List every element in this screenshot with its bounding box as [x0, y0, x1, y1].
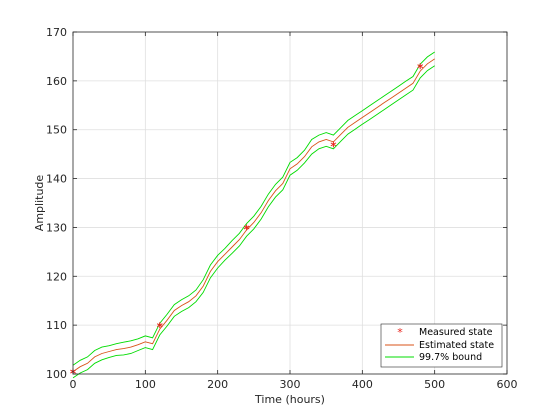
y-tick-label: 160: [46, 75, 67, 88]
bound-lower-line: [72, 65, 435, 379]
x-tick-label: 400: [352, 378, 373, 391]
y-tick-label: 150: [46, 124, 67, 137]
legend-label-measured: Measured state: [419, 327, 493, 338]
x-tick-label: 200: [207, 378, 228, 391]
y-tick-label: 100: [46, 368, 67, 381]
bound-upper-line: [72, 51, 435, 366]
x-tick-label: 100: [135, 378, 156, 391]
legend: * Measured state Estimated state 99.7% b…: [380, 323, 503, 368]
y-tick-label: 140: [46, 173, 67, 186]
tick-layer: 0 100 200 300 400 500 600100110120130140150160…: [46, 26, 518, 391]
y-tick-label: 110: [46, 319, 67, 332]
y-tick-label: 130: [46, 221, 67, 234]
estimated-state-line: [72, 58, 435, 372]
x-tick-label: 500: [424, 378, 445, 391]
measured-state-point: [156, 322, 163, 329]
legend-entry-estimated: Estimated state: [385, 340, 494, 351]
x-tick-label: 600: [497, 378, 518, 391]
y-tick-label: 120: [46, 270, 67, 283]
legend-label-estimated: Estimated state: [419, 340, 494, 351]
measured-state-point: [243, 224, 250, 231]
data-layer: [70, 51, 435, 379]
y-axis-label: Amplitude: [33, 175, 46, 232]
grid-layer: [73, 32, 507, 374]
y-tick-label: 170: [46, 26, 67, 39]
legend-marker-measured: *: [397, 326, 403, 339]
legend-entry-measured: * Measured state: [397, 326, 492, 339]
legend-entry-bound: 99.7% bound: [385, 352, 482, 363]
x-tick-label: 300: [280, 378, 301, 391]
x-axis-label: Time (hours): [254, 393, 325, 406]
measured-state-point: [330, 141, 337, 148]
legend-label-bound: 99.7% bound: [419, 352, 482, 363]
measured-state-point: [417, 63, 424, 70]
x-tick-label: 0: [70, 378, 77, 391]
